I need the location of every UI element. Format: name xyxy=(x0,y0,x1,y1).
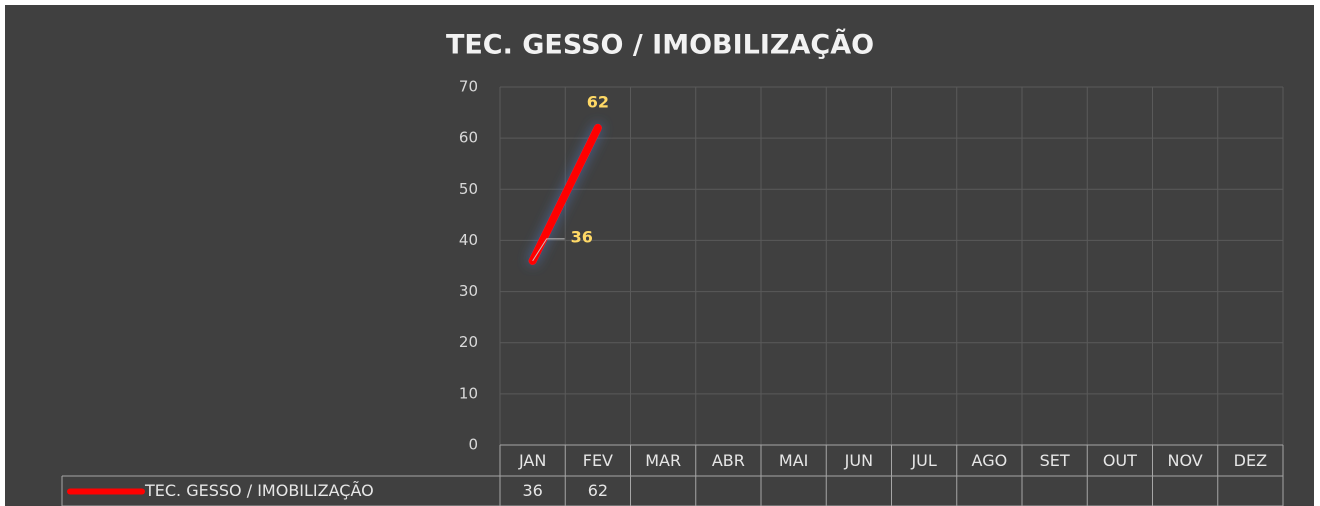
chart-title: TEC. GESSO / IMOBILIZAÇÃO xyxy=(446,29,874,61)
y-tick-label: 60 xyxy=(459,129,478,147)
y-tick-label: 0 xyxy=(468,436,478,454)
table-header-cell: ABR xyxy=(712,451,745,470)
data-label: 62 xyxy=(587,92,609,111)
table-value-cell: 36 xyxy=(522,481,542,500)
table-row-header: TEC. GESSO / IMOBILIZAÇÃO xyxy=(144,481,374,500)
y-tick-label: 20 xyxy=(459,333,478,351)
table-header-cell: JAN xyxy=(518,451,546,470)
table-value-cell: 62 xyxy=(588,481,608,500)
table-header-cell: NOV xyxy=(1168,451,1203,470)
label-leader xyxy=(532,238,565,262)
table-header-cell: AGO xyxy=(972,451,1008,470)
table-header-cell: MAR xyxy=(645,451,681,470)
series-line xyxy=(528,123,602,265)
table-header-cell: SET xyxy=(1040,451,1070,470)
table-header-cell: MAI xyxy=(779,451,808,470)
y-tick-label: 50 xyxy=(459,180,478,198)
table-header-cell: OUT xyxy=(1103,451,1137,470)
y-tick-label: 40 xyxy=(459,231,478,249)
table-header-cell: JUL xyxy=(910,451,936,470)
y-tick-label: 70 xyxy=(459,78,478,96)
table-header-cell: FEV xyxy=(583,451,613,470)
table-header-cell: DEZ xyxy=(1234,451,1267,470)
data-label: 36 xyxy=(571,227,593,246)
y-tick-label: 10 xyxy=(459,384,478,402)
y-tick-label: 30 xyxy=(459,282,478,300)
table-header-cell: JUN xyxy=(844,451,873,470)
chart-background xyxy=(5,5,1314,506)
